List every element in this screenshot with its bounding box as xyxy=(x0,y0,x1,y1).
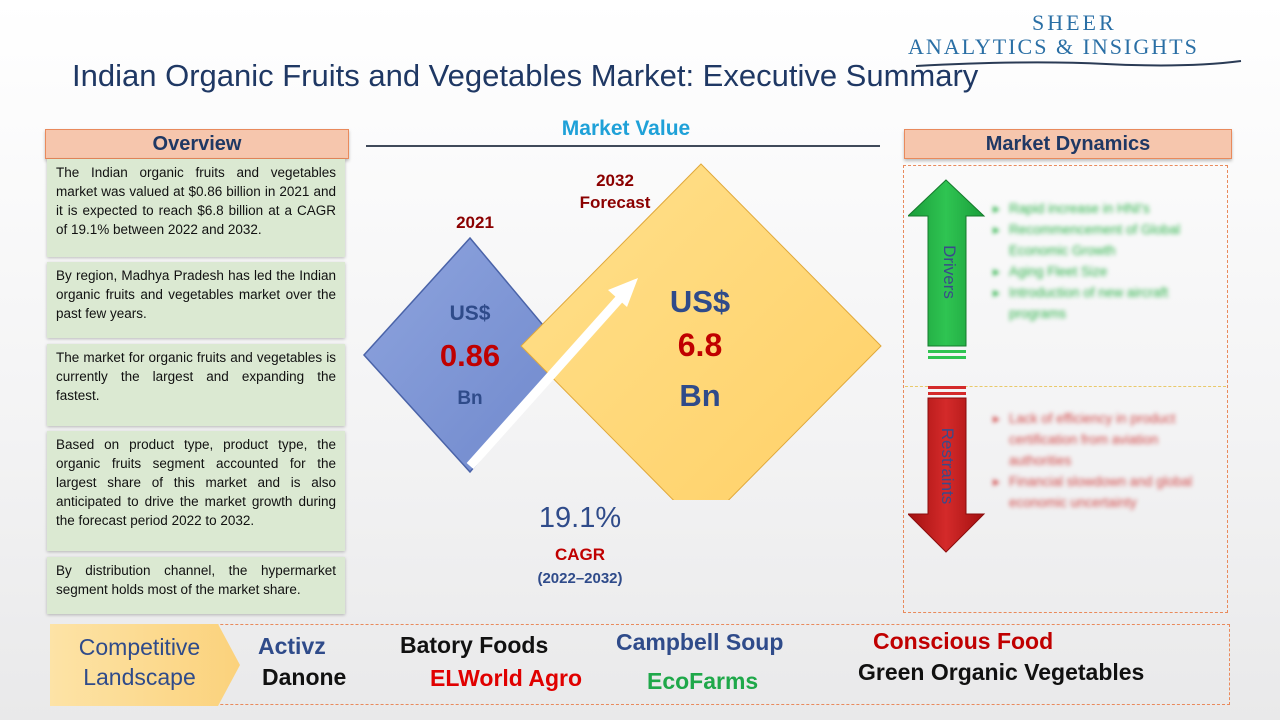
restraints-label: Restraints xyxy=(938,427,957,505)
company-campbell-soup: Campbell Soup xyxy=(616,629,784,655)
overview-paragraph-2: By region, Madhya Pradesh has led the In… xyxy=(47,262,345,338)
value-2032: 6.8 xyxy=(677,327,723,363)
drivers-arrow-icon xyxy=(908,179,986,359)
cl-label-line-2: Landscape xyxy=(83,664,196,690)
company-green-organic-vegetables: Green Organic Vegetables xyxy=(858,659,1145,685)
value-2021: 0.86 xyxy=(439,338,501,373)
driver-item: Introduction of new aircraft programs xyxy=(993,282,1218,324)
driver-item: Aging Fleet Size xyxy=(993,261,1218,282)
market-value-divider xyxy=(366,145,880,147)
page-title: Indian Organic Fruits and Vegetables Mar… xyxy=(72,58,979,93)
restraints-arrow-icon xyxy=(908,386,986,553)
company-activz: Activz xyxy=(258,633,326,659)
company-elworld-agro: ELWorld Agro xyxy=(430,665,583,691)
market-value-diamonds xyxy=(362,163,882,500)
overview-paragraph-4: Based on product type, product type, the… xyxy=(47,431,345,551)
currency-2032: US$ xyxy=(669,284,731,319)
growth-arrow-icon xyxy=(466,278,638,469)
year-2021-label: 2021 xyxy=(456,213,494,232)
company-logo: SHEER ANALYTICS & INSIGHTS xyxy=(906,8,1246,70)
company-batory-foods: Batory Foods xyxy=(400,632,549,658)
year-2032-text: 2032 xyxy=(596,171,634,190)
currency-2021: US$ xyxy=(449,302,491,325)
overview-heading: Overview xyxy=(45,129,349,159)
year-2032-label: 2032 Forecast xyxy=(560,170,670,214)
market-value-heading: Market Value xyxy=(561,117,691,140)
diamond-2032 xyxy=(520,163,882,500)
logo-swoosh-icon xyxy=(915,60,1242,67)
cagr-label: CAGR xyxy=(554,545,606,564)
forecast-label: Forecast xyxy=(579,193,651,212)
drivers-list: Rapid increase in HNI's Recommencement o… xyxy=(993,198,1218,324)
logo-line-2: ANALYTICS & INSIGHTS xyxy=(908,34,1199,59)
logo-line-1: SHEER xyxy=(1032,10,1117,35)
restraint-item: Financial slowdown and global economic u… xyxy=(993,471,1218,513)
cagr-period: (2022–2032) xyxy=(537,570,623,587)
competitive-landscape-label: Competitive Landscape xyxy=(62,632,217,692)
dynamics-separator xyxy=(905,386,1226,387)
company-ecofarms: EcoFarms xyxy=(647,668,759,694)
overview-paragraph-1: The Indian organic fruits and vegetables… xyxy=(47,159,345,257)
company-conscious-food: Conscious Food xyxy=(873,628,1054,654)
company-danone: Danone xyxy=(262,664,347,690)
restraints-list: Lack of efficiency in product certificat… xyxy=(993,408,1218,513)
market-dynamics-heading: Market Dynamics xyxy=(904,129,1232,159)
driver-item: Recommencement of Global Economic Growth xyxy=(993,219,1218,261)
market-dynamics-panel xyxy=(903,165,1228,613)
cagr-value: 19.1% xyxy=(538,502,622,534)
overview-paragraph-5: By distribution channel, the hypermarket… xyxy=(47,557,345,614)
overview-paragraph-3: The market for organic fruits and vegeta… xyxy=(47,344,345,426)
competitive-landscape-chevron xyxy=(50,624,240,706)
drivers-label: Drivers xyxy=(940,245,959,299)
driver-item: Rapid increase in HNI's xyxy=(993,198,1218,219)
unit-2032: Bn xyxy=(679,378,721,413)
unit-2021: Bn xyxy=(457,388,483,409)
restraint-item: Lack of efficiency in product certificat… xyxy=(993,408,1218,471)
cl-label-line-1: Competitive xyxy=(78,634,201,660)
